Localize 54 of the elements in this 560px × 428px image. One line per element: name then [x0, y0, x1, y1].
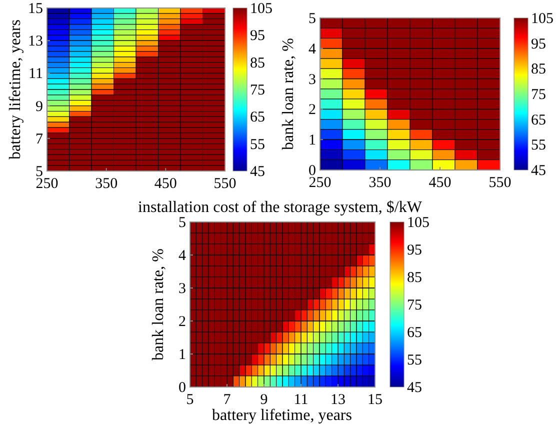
- color-bar-label: 75: [531, 87, 546, 103]
- y-tick-label: 2: [178, 314, 186, 330]
- y-tick-label: 1: [178, 347, 186, 363]
- y-tick-label: 1: [308, 132, 316, 149]
- x-tick-label: 450: [428, 175, 452, 191]
- x-axis-title: battery lifetime, years: [212, 407, 352, 424]
- y-tick-label: 9: [36, 98, 43, 115]
- x-tick-label: 7: [223, 392, 232, 408]
- color-bar-label: 45: [250, 164, 265, 180]
- color-bar-label: 55: [250, 136, 265, 153]
- x-tick-label: 350: [368, 175, 392, 191]
- color-bar-label: 95: [407, 242, 422, 258]
- color-bar-label: 105: [407, 215, 430, 231]
- color-bar-label: 85: [250, 55, 265, 72]
- y-tick-label: 5: [178, 215, 186, 231]
- color-bar-label: 105: [531, 11, 554, 27]
- y-tick-label: 3: [308, 72, 316, 88]
- color-bar-label: 45: [531, 163, 546, 179]
- color-bar-label: 75: [250, 82, 265, 98]
- x-tick-label: 550: [214, 176, 236, 192]
- y-axis-title: bank loan rate, %: [280, 38, 297, 150]
- x-tick-label: 250: [36, 176, 58, 192]
- x-tick-label: 13: [330, 392, 346, 408]
- y-tick-label: 7: [36, 131, 44, 148]
- y-tick-label: 5: [308, 11, 316, 27]
- x-tick-label: 550: [488, 175, 512, 191]
- x-tick-label: 15: [368, 392, 382, 408]
- y-tick-label: 4: [178, 248, 186, 264]
- x-tick-label: 450: [154, 176, 177, 192]
- color-bar-label: 75: [407, 298, 422, 314]
- y-tick-label: 3: [178, 281, 186, 297]
- y-tick-label: 4: [308, 41, 316, 58]
- x-tick-label: 350: [95, 176, 118, 192]
- color-bar-label: 105: [250, 1, 272, 17]
- x-tick-label: 250: [308, 175, 332, 191]
- color-bar-label: 55: [531, 138, 546, 154]
- y-tick-label: 15: [28, 1, 43, 17]
- y-tick-label: 11: [28, 66, 43, 82]
- y-axis-title: bank loan rate, %: [150, 248, 167, 360]
- y-axis-title: battery lifetime, years: [7, 20, 24, 160]
- color-bar-label: 45: [407, 380, 422, 396]
- color-bar-label: 85: [531, 62, 546, 78]
- color-bar-label: 65: [407, 325, 422, 341]
- color-bar-label: 95: [531, 36, 546, 52]
- x-axis-title: installation cost of the storage system, $/kW: [138, 199, 423, 216]
- y-tick-label: 2: [308, 102, 316, 118]
- color-bar-label: 55: [407, 352, 422, 368]
- color-bar-label: 85: [407, 270, 422, 286]
- y-tick-label: 0: [178, 380, 186, 396]
- color-bar-label: 95: [250, 28, 265, 44]
- color-bar-label: 65: [250, 110, 265, 126]
- color-bar-label: 65: [531, 112, 546, 128]
- y-tick-label: 13: [28, 34, 43, 50]
- x-tick-label: 9: [260, 392, 268, 408]
